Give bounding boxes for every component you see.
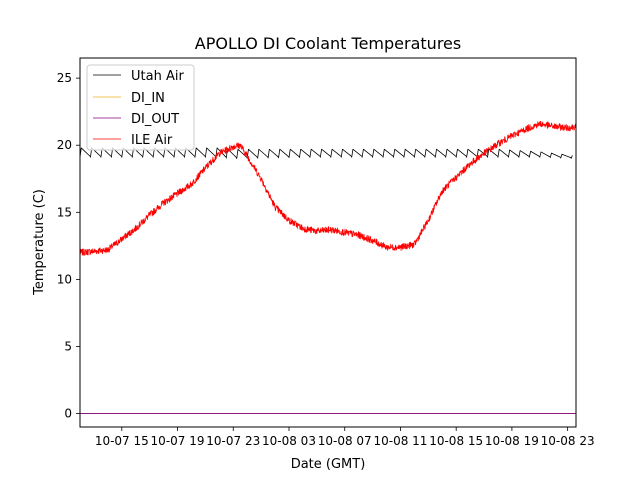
x-tick-label: 10-08 23	[541, 434, 595, 448]
x-tick-label: 10-08 15	[429, 434, 483, 448]
series-layer	[80, 120, 576, 414]
y-tick-label: 20	[57, 138, 72, 152]
series-line-utah-air	[80, 147, 573, 159]
x-tick-label: 10-08 11	[373, 434, 427, 448]
y-tick-label: 10	[57, 272, 72, 286]
x-tick-label: 10-08 03	[262, 434, 316, 448]
legend-box	[86, 64, 195, 151]
legend-label-di-in: DI_IN	[131, 91, 165, 106]
x-tick-label: 10-07 15	[95, 434, 149, 448]
legend-label-di-out: DI_OUT	[131, 112, 179, 127]
x-axis-label: Date (GMT)	[291, 457, 366, 472]
y-tick-label: 5	[64, 339, 72, 353]
legend-label-utah-air: Utah Air	[131, 69, 184, 84]
x-tick-label: 10-08 07	[318, 434, 372, 448]
x-tick-label: 10-07 19	[151, 434, 205, 448]
x-tick-label: 10-07 23	[206, 434, 260, 448]
x-tick-label: 10-08 19	[485, 434, 539, 448]
plot-frame	[79, 57, 577, 428]
y-axis-label: Temperature (C)	[32, 189, 47, 296]
y-tick-label: 25	[57, 71, 72, 85]
y-tick-label: 0	[64, 407, 72, 421]
series-line-ile-air	[80, 120, 576, 256]
chart-title: APOLLO DI Coolant Temperatures	[195, 34, 461, 53]
legend-label-ile-air: ILE Air	[131, 133, 173, 148]
legend: Utah Air DI_IN DI_OUT ILE Air	[86, 64, 195, 151]
y-tick-label: 15	[57, 205, 72, 219]
